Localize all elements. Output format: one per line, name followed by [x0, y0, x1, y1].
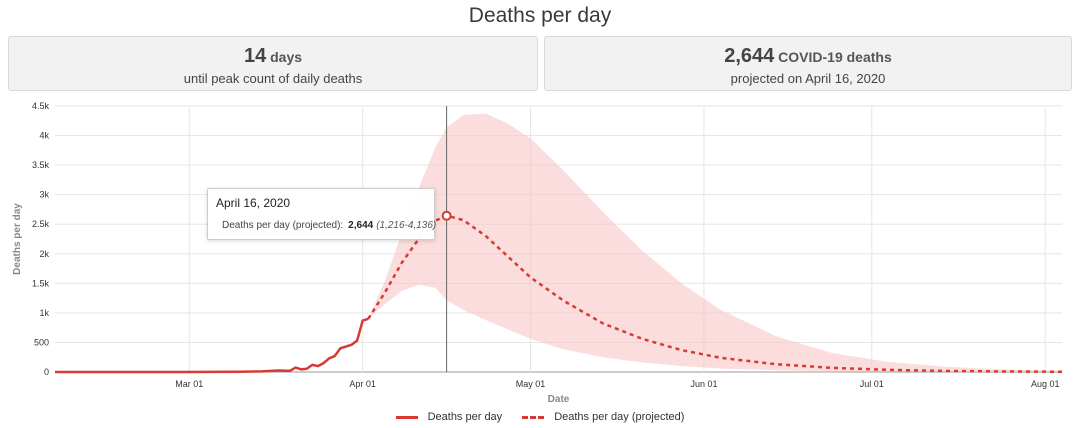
chart-legend: Deaths per day Deaths per day (projected… — [0, 411, 1080, 423]
deaths-per-day-chart[interactable]: 0 500 1k 1.5k 2k 2.5k 3k 3.5k 4k 4.5k Mar 01 Apr 01… — [0, 96, 1080, 408]
legend-dashed-line-icon — [522, 415, 545, 419]
x-tick-label: Jul 01 — [860, 379, 884, 389]
peak-date-label: projected on April 16, 2020 — [730, 71, 886, 86]
y-tick-label: 4.5k — [32, 101, 50, 111]
tooltip-series-label: Deaths per day (projected): — [222, 220, 344, 231]
y-tick-label: 2.5k — [32, 219, 50, 229]
y-tick-label: 1k — [39, 308, 49, 318]
x-tick-label: Mar 01 — [175, 379, 203, 389]
highlight-point-marker — [441, 210, 452, 221]
x-tick-label: May 01 — [516, 379, 546, 389]
legend-item-actual[interactable]: Deaths per day — [395, 411, 503, 423]
projection-range-band — [368, 113, 1062, 372]
y-tick-label: 1.5k — [32, 278, 50, 288]
tooltip-row: Deaths per day (projected): 2,644 (1,216… — [216, 219, 436, 232]
y-tick-label: 2k — [39, 249, 49, 259]
projected-deaths-line — [367, 214, 1063, 374]
tooltip-range: (1,216-4,136) — [376, 220, 437, 231]
x-tick-label: Apr 01 — [349, 379, 376, 389]
x-axis-title: Date — [548, 394, 570, 405]
legend-item-projected[interactable]: Deaths per day (projected) — [522, 411, 684, 423]
peak-deaths-value: 2,644 COVID-19 deaths — [545, 45, 1071, 68]
y-tick-label: 3k — [39, 190, 49, 200]
legend-solid-line-icon — [395, 415, 418, 419]
x-tick-label: Aug 01 — [1031, 379, 1060, 389]
y-tick-label: 0 — [44, 367, 49, 377]
axis-layer: 0 500 1k 1.5k 2k 2.5k 3k 3.5k 4k 4.5k Mar 01 Apr 01… — [32, 101, 1059, 389]
y-tick-label: 3.5k — [32, 160, 50, 170]
series-layer — [54, 210, 1063, 374]
chart-title: Deaths per day — [468, 4, 612, 27]
y-tick-label: 4k — [39, 131, 49, 141]
days-until-peak-card: 14 days until peak count of daily deaths — [8, 36, 538, 91]
days-unit: days — [270, 49, 303, 65]
chart-tooltip: April 16, 2020 Deaths per day (projected… — [207, 188, 436, 240]
peak-deaths-unit: COVID-19 deaths — [778, 49, 892, 65]
tooltip-date: April 16, 2020 — [216, 196, 291, 210]
projection-range-layer — [368, 113, 1062, 372]
actual-deaths-line — [54, 317, 369, 374]
legend-label-actual: Deaths per day — [427, 411, 503, 423]
peak-deaths-card: 2,644 COVID-19 deaths projected on April… — [544, 36, 1072, 91]
days-until-peak-label: until peak count of daily deaths — [183, 71, 363, 86]
days-until-peak-value: 14 days — [9, 45, 537, 68]
y-tick-label: 500 — [34, 337, 49, 347]
legend-label-projected: Deaths per day (projected) — [554, 411, 685, 423]
days-number: 14 — [243, 45, 267, 67]
peak-deaths-number: 2,644 — [724, 45, 775, 67]
x-tick-label: Jun 01 — [690, 379, 717, 389]
y-axis-title: Deaths per day — [12, 203, 23, 275]
tooltip-value: 2,644 — [348, 220, 374, 231]
